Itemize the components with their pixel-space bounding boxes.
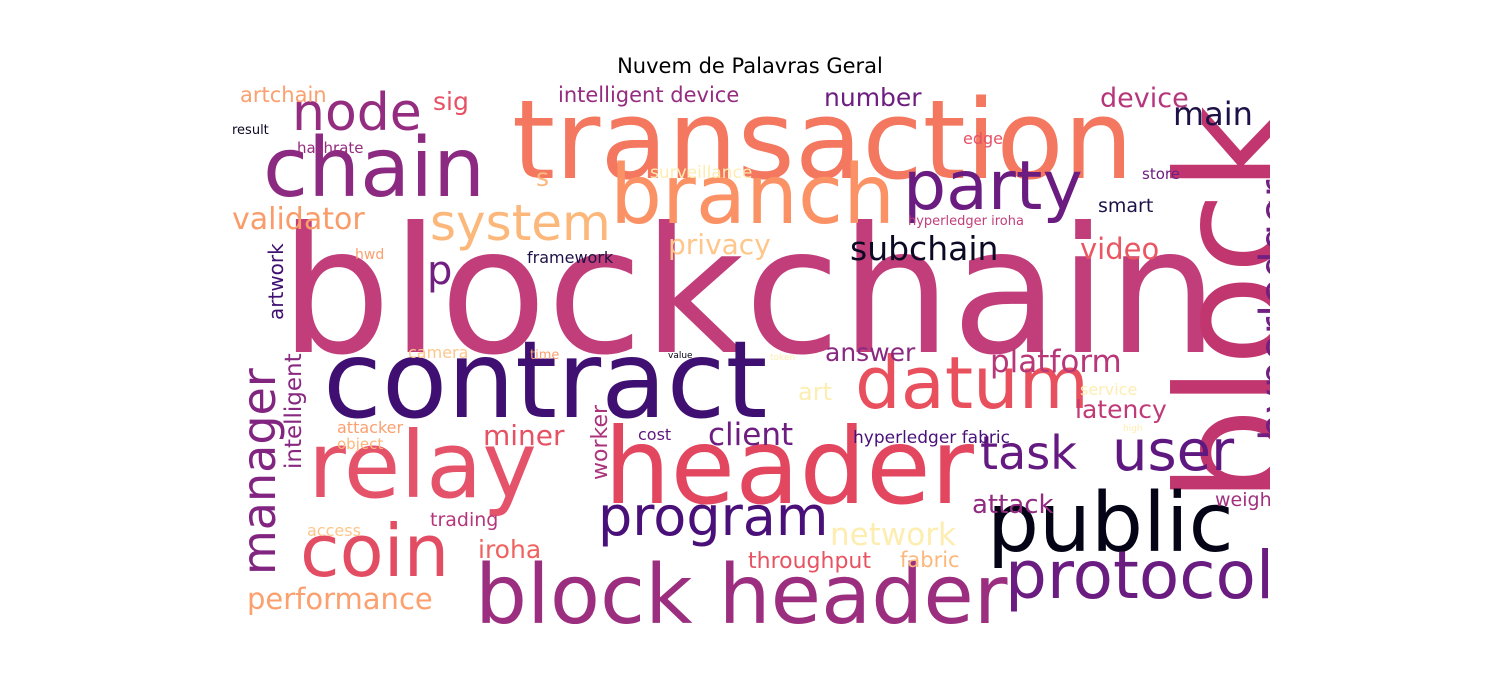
word-privacy: privacy [668, 228, 771, 261]
word-chain: chain [263, 121, 486, 216]
word-throughput: throughput [748, 549, 871, 574]
word-high: high [1123, 424, 1143, 434]
word-datum: datum [855, 341, 1089, 425]
word-platform: platform [990, 344, 1122, 380]
word-framework: framework [527, 248, 614, 267]
word-hyperledger: hyperledger [1251, 179, 1270, 441]
word-miner: miner [483, 419, 565, 452]
word-video: video [1080, 232, 1160, 266]
word-relay: relay [308, 412, 537, 519]
word-hyperledger-iroha: hyperledger iroha [908, 214, 1024, 229]
word-art: art [798, 378, 832, 406]
word-object: object [337, 435, 384, 453]
word-smart: smart [1098, 195, 1154, 217]
word-fabric: fabric [900, 548, 960, 572]
word-program: program [598, 485, 829, 548]
word-transaction: transaction [512, 85, 1134, 204]
word-blockchain: blockchain [280, 191, 1219, 394]
word-result: result [232, 123, 269, 138]
word-header: header [604, 406, 974, 528]
word-worker: worker [588, 404, 613, 480]
word-access: access [307, 521, 361, 540]
word-p: p [427, 248, 453, 294]
word-hyperledger-fabric: hyperledger fabric [853, 428, 1010, 448]
word-task: task [980, 426, 1077, 480]
word-intelligent: intelligent [281, 353, 307, 469]
word-protocol: protocol [1005, 537, 1270, 614]
word-trading: trading [430, 509, 499, 531]
word-time: time [530, 348, 560, 363]
word-hashrate: hashrate [297, 139, 364, 157]
word-attack: attack [972, 490, 1054, 520]
word-s: s [536, 163, 550, 192]
word-system: system [430, 194, 611, 252]
word-artwork: artwork [264, 243, 288, 320]
word-service: service [1080, 380, 1138, 399]
word-hwd: hwd [355, 247, 385, 263]
word-intelligent-device: intelligent device [558, 85, 740, 107]
word-answer: answer [825, 338, 916, 367]
word-latency: latency [1075, 395, 1167, 424]
chart-title: Nuvem de Palavras Geral [617, 54, 883, 78]
word-subchain: subchain [850, 229, 999, 268]
word-number: number [824, 85, 922, 112]
word-user: user [1112, 419, 1235, 484]
word-main: main [1173, 95, 1253, 133]
word-validator: validator [232, 202, 365, 237]
word-device: device [1100, 85, 1189, 114]
word-artchain: artchain [240, 85, 327, 107]
word-cost: cost [638, 425, 672, 444]
word-node: node [292, 85, 422, 143]
word-client: client [708, 417, 794, 453]
word-attacker: attacker [337, 418, 404, 437]
word-party: party [903, 147, 1083, 226]
word-cloud: blockchain transaction header block contract… [230, 85, 1270, 625]
word-public: public [987, 476, 1234, 571]
word-contract: contract [323, 319, 768, 443]
word-token: token [770, 353, 796, 363]
word-performance: performance [247, 582, 433, 616]
word-value: value [668, 351, 693, 361]
word-block-header: block header [475, 548, 1008, 626]
word-coin: coin [300, 509, 450, 593]
word-sig: sig [433, 87, 469, 116]
word-store: store [1142, 165, 1180, 183]
word-network: network [830, 517, 956, 553]
word-camera: camera [408, 343, 469, 362]
word-iroha: iroha [478, 535, 542, 564]
word-surveillance: surveillance [650, 163, 753, 183]
word-manager: manager [232, 368, 286, 575]
word-branch: branch [610, 148, 896, 243]
word-edge: edge [963, 129, 1003, 148]
